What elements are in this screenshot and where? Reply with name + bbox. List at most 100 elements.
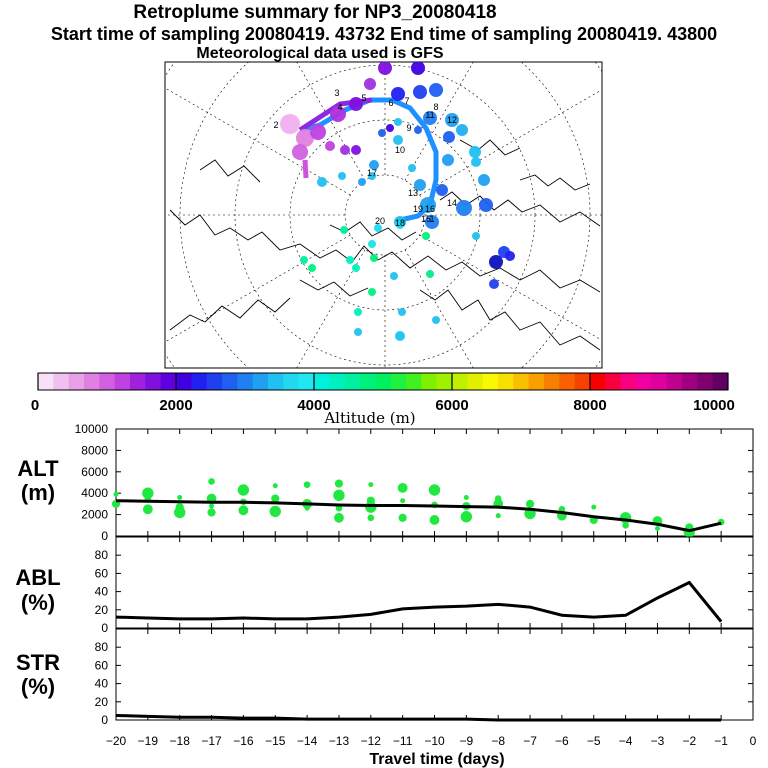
x-tick-label: −4 — [619, 734, 633, 748]
x-tick-label: −20 — [106, 734, 127, 748]
x-axis-title: Travel time (days) — [369, 751, 504, 768]
colorbar-swatch — [590, 373, 606, 390]
colorbar-swatch — [99, 373, 116, 390]
plume-cluster-marker — [352, 264, 360, 272]
alt-series-line — [115, 499, 722, 533]
colorbar-tick-label: 4000 — [297, 397, 330, 414]
map-day-label: 18 — [395, 218, 405, 228]
colorbar-swatch — [298, 373, 315, 390]
plume-cluster-marker — [292, 144, 308, 160]
x-tick-label: −1 — [714, 734, 728, 748]
colorbar-swatch — [421, 373, 438, 390]
chart-title: Retroplume summary for NP3_20080418 — [133, 2, 497, 23]
alt-y-tick-label: 2000 — [81, 508, 108, 522]
alt-scatter-point — [208, 478, 215, 485]
abl-y-tick-label: 40 — [95, 585, 109, 599]
colorbar-swatch — [436, 373, 453, 390]
colorbar-swatch — [191, 373, 208, 390]
plume-cluster-marker — [422, 232, 430, 240]
map-day-label: 15 — [421, 214, 431, 224]
alt-panel-unit: (m) — [21, 480, 55, 505]
meridian-line — [296, 249, 366, 368]
plume-cluster-marker — [414, 179, 426, 191]
colorbar-swatch — [252, 373, 269, 390]
colorbar-swatch — [697, 373, 714, 390]
str-y-tick-label: 40 — [95, 677, 109, 691]
colorbar-swatch — [176, 373, 192, 390]
map-day-label: 7 — [404, 96, 409, 106]
coastline — [169, 209, 353, 263]
colorbar-swatch — [222, 373, 238, 390]
map-day-label: 14 — [447, 198, 457, 208]
alt-scatter-point — [460, 511, 473, 523]
meridian-line — [404, 249, 474, 368]
colorbar-swatch — [114, 373, 131, 390]
alt-scatter-point — [334, 512, 344, 523]
map-day-label: 1 — [429, 214, 434, 224]
map-day-label: 10 — [395, 145, 405, 155]
coastline — [299, 279, 369, 297]
sampling-time-text: Start time of sampling 20080419. 43732 E… — [50, 24, 718, 44]
alt-scatter-point — [209, 503, 215, 509]
colorbar-tick-label: 6000 — [435, 397, 468, 414]
colorbar-swatch — [344, 373, 361, 390]
alt-scatter-point — [269, 505, 281, 518]
plume-cluster-marker — [368, 172, 376, 180]
plume-cluster-marker — [330, 106, 346, 122]
plume-cluster-marker — [358, 178, 366, 186]
plume-cluster-marker — [436, 184, 448, 196]
str-panel-unit: (%) — [21, 674, 55, 699]
colorbar-swatch — [314, 373, 330, 390]
colorbar-swatch — [237, 373, 254, 390]
colorbar-swatch — [651, 373, 668, 390]
abl-y-tick-label: 20 — [95, 603, 109, 617]
alt-panel-label: ALT — [17, 456, 59, 481]
plume-cluster-marker — [374, 224, 382, 232]
colorbar-swatch — [620, 373, 637, 390]
x-tick-label: −15 — [265, 734, 286, 748]
alt-scatter-point — [303, 481, 311, 488]
colorbar-swatch — [53, 373, 70, 390]
coastline — [519, 174, 591, 191]
meridian-line — [165, 87, 351, 196]
x-tick-label: −17 — [201, 734, 222, 748]
plume-cluster-marker — [429, 83, 443, 97]
x-tick-label: −16 — [233, 734, 254, 748]
plume-cluster-marker — [386, 124, 394, 132]
met-data-text: Meteorological data used is GFS — [196, 45, 444, 62]
colorbar-swatch — [68, 373, 85, 390]
coastline — [199, 159, 261, 183]
map-day-label: 5 — [361, 93, 366, 103]
str-y-tick-label: 60 — [95, 658, 109, 672]
x-tick-label: −19 — [138, 734, 159, 748]
alt-panel: 0 2000 4000 6000 8000 10000 ALT(m) — [17, 422, 754, 543]
alt-scatter-point — [142, 504, 153, 515]
plume-cluster-marker — [369, 160, 379, 170]
coastline — [419, 289, 601, 351]
alt-scatter-point — [237, 484, 250, 496]
alt-scatter-point — [398, 513, 407, 522]
map-day-label: 16 — [425, 204, 435, 214]
plume-cluster-marker — [469, 146, 481, 158]
abl-panel: 0 20 40 60 80 ABL(%) — [15, 536, 754, 635]
colorbar-tick-label: 10000 — [693, 397, 735, 414]
colorbar-swatch — [206, 373, 223, 390]
colorbar-swatch — [574, 373, 591, 390]
plume-cluster-marker — [413, 85, 427, 99]
colorbar-swatch — [145, 373, 162, 390]
colorbar-tick-label: 8000 — [573, 397, 606, 414]
alt-scatter-point — [429, 515, 440, 525]
colorbar-swatch — [682, 373, 698, 390]
plume-cluster-marker — [280, 114, 300, 134]
abl-y-tick-label: 80 — [95, 548, 109, 562]
meridian-line — [419, 89, 602, 196]
map-day-label: 9 — [406, 123, 411, 133]
alt-scatter-point — [397, 482, 408, 493]
colorbar-swatch — [390, 373, 407, 390]
plume-cluster-marker — [425, 215, 439, 229]
alt-scatter-point — [591, 504, 597, 510]
plume-cluster-marker — [411, 62, 425, 75]
plume-cluster-marker — [442, 154, 454, 166]
x-tick-label: −14 — [297, 734, 318, 748]
